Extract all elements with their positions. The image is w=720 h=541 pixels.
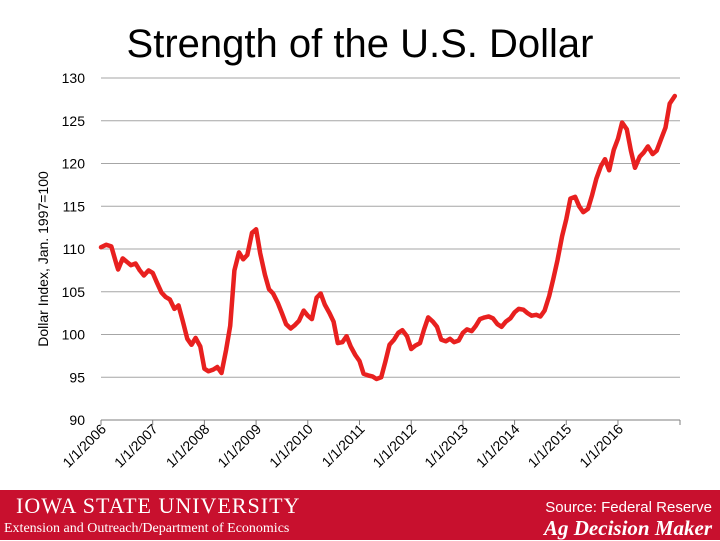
x-tick-label: 1/1/2010 bbox=[266, 421, 316, 471]
x-tick-label: 1/1/2008 bbox=[163, 421, 213, 471]
x-tick-label: 1/1/2013 bbox=[421, 421, 471, 471]
x-axis-ticks: 1/1/2006 1/1/2007 1/1/2008 1/1/2009 1/1/2010… bbox=[59, 420, 681, 471]
x-tick-label: 1/1/2007 bbox=[111, 421, 161, 471]
y-tick-label: 125 bbox=[62, 113, 86, 129]
x-tick-label: 1/1/2014 bbox=[473, 421, 523, 471]
chart-gridlines bbox=[101, 77, 680, 378]
y-axis-label: Dollar Index, Jan. 1997=100 bbox=[35, 171, 51, 347]
brand-name: Ag Decision Maker bbox=[544, 516, 712, 540]
x-tick-label: 1/1/2015 bbox=[525, 421, 575, 471]
x-tick-label: 1/1/2009 bbox=[214, 421, 264, 471]
series-line-dollar-index bbox=[98, 93, 678, 382]
y-tick-label: 115 bbox=[63, 198, 86, 214]
x-tick-label: 1/1/2006 bbox=[59, 421, 109, 471]
y-tick-label: 95 bbox=[69, 369, 85, 385]
y-tick-label: 120 bbox=[62, 156, 86, 172]
y-axis-ticks: 90 95 100 105 110 115 120 125 130 bbox=[62, 70, 86, 428]
y-tick-label: 130 bbox=[62, 70, 86, 86]
y-tick-label: 100 bbox=[62, 327, 86, 343]
y-tick-label: 105 bbox=[62, 284, 86, 300]
source-note: Source: Federal Reserve bbox=[545, 499, 712, 516]
university-logo: IOWA STATE UNIVERSITY bbox=[16, 493, 301, 518]
y-tick-label: 110 bbox=[63, 241, 86, 257]
footer-bar: IOWA STATE UNIVERSITY Extension and Outr… bbox=[0, 490, 720, 540]
x-tick-label: 1/1/2016 bbox=[576, 421, 626, 471]
page-title: Strength of the U.S. Dollar bbox=[126, 22, 594, 66]
y-tick-label: 90 bbox=[69, 412, 85, 428]
x-tick-label: 1/1/2012 bbox=[369, 421, 419, 471]
department-text: Extension and Outreach/Department of Eco… bbox=[4, 521, 290, 536]
x-tick-label: 1/1/2011 bbox=[318, 421, 367, 470]
